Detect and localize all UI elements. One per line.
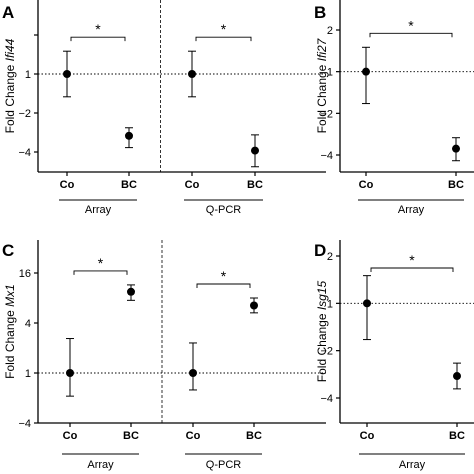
y-tick-label-b-0: 2: [327, 25, 333, 37]
data-point-a-1-0: [188, 70, 196, 78]
category-label-d-0-0: Co: [360, 430, 375, 442]
group-label-b-0: Array: [398, 204, 425, 216]
category-label-a-1-1: BC: [247, 179, 263, 191]
panel-letter-d: D: [314, 241, 326, 260]
category-label-c-1-0: Co: [186, 430, 201, 442]
group-label-c-0: Array: [87, 459, 114, 471]
data-point-c-0-1: [127, 287, 135, 296]
y-tick-label-d-2: −2: [320, 346, 333, 358]
group-label-a-1: Q-PCR: [206, 204, 242, 216]
data-point-a-0-1: [125, 131, 133, 140]
y-tick-label-d-1: 1: [327, 298, 333, 310]
y-tick-label-b-2: −2: [320, 108, 333, 120]
category-label-c-0-1: BC: [123, 430, 139, 442]
category-label-a-1-0: Co: [185, 179, 200, 191]
y-tick-label-a-2: −2: [18, 108, 31, 120]
y-axis-label-gene-b: Ifi27: [315, 37, 329, 61]
y-tick-label-c-0: 16: [19, 268, 31, 280]
data-point-a-1-1: [251, 146, 259, 155]
group-label-c-1: Q-PCR: [206, 459, 242, 471]
significance-star-d-0: *: [409, 252, 415, 268]
y-axis-label-prefix-d: Fold Change: [315, 310, 329, 382]
data-point-b-0-1: [452, 144, 460, 153]
panel-letter-a: A: [2, 3, 14, 22]
data-point-d-0-0: [363, 299, 371, 308]
y-axis-label-prefix-b: Fold Change: [315, 61, 329, 133]
significance-bracket-a-0: [70, 36, 126, 42]
y-tick-label-d-3: −4: [320, 393, 333, 405]
category-label-c-0-0: Co: [63, 430, 78, 442]
y-axis-label-gene-a: Ifi44: [3, 38, 17, 61]
y-axis-label-a: Fold Change Ifi44: [3, 38, 17, 133]
data-point-b-0-0: [362, 67, 370, 76]
group-label-a-0: Array: [85, 204, 112, 216]
y-tick-label-c-1: 4: [25, 318, 31, 330]
y-tick-label-a-3: −4: [18, 147, 31, 159]
y-axis-label-prefix-a: Fold Change: [3, 61, 17, 133]
data-point-a-0-0: [63, 70, 71, 78]
significance-star-c-0: *: [98, 255, 104, 271]
category-label-d-0-1: BC: [449, 430, 465, 442]
significance-bracket-b-0: [369, 32, 453, 38]
y-axis-label-c: Fold Change Mx1: [3, 284, 17, 379]
category-label-a-0-0: Co: [60, 179, 75, 191]
significance-star-a-1: *: [221, 21, 227, 37]
panel-letter-b: B: [314, 3, 326, 22]
panel-letter-c: C: [2, 241, 14, 260]
y-tick-label-a-1: 1: [25, 69, 31, 81]
y-axis-label-d: Fold Change Isg15: [315, 280, 329, 382]
y-tick-label-d-0: 2: [327, 251, 333, 263]
y-axis-label-b: Fold Change Ifi27: [315, 37, 329, 133]
y-tick-label-b-3: −4: [320, 150, 333, 162]
significance-star-b-0: *: [408, 17, 414, 33]
significance-star-a-0: *: [95, 21, 101, 37]
significance-bracket-c-0: [73, 270, 128, 275]
group-label-d-0: Array: [399, 459, 426, 471]
y-axis-label-prefix-c: Fold Change: [3, 307, 17, 379]
data-point-c-1-1: [250, 301, 258, 310]
category-label-b-0-0: Co: [359, 179, 374, 191]
data-point-d-0-1: [453, 372, 461, 381]
y-tick-label-b-1: 1: [327, 67, 333, 79]
data-point-c-1-0: [189, 369, 197, 377]
y-axis-label-gene-c: Mx1: [3, 284, 17, 307]
category-label-a-0-1: BC: [121, 179, 137, 191]
data-point-c-0-0: [66, 369, 74, 377]
significance-star-c-1: *: [221, 268, 227, 284]
significance-bracket-a-1: [195, 36, 252, 42]
y-axis-label-gene-d: Isg15: [315, 280, 329, 310]
y-tick-label-c-2: 1: [25, 368, 31, 380]
significance-bracket-d-0: [370, 267, 454, 272]
significance-bracket-c-1: [196, 283, 251, 288]
category-label-b-0-1: BC: [448, 179, 464, 191]
y-tick-label-c-3: −4: [18, 418, 31, 430]
category-label-c-1-1: BC: [246, 430, 262, 442]
